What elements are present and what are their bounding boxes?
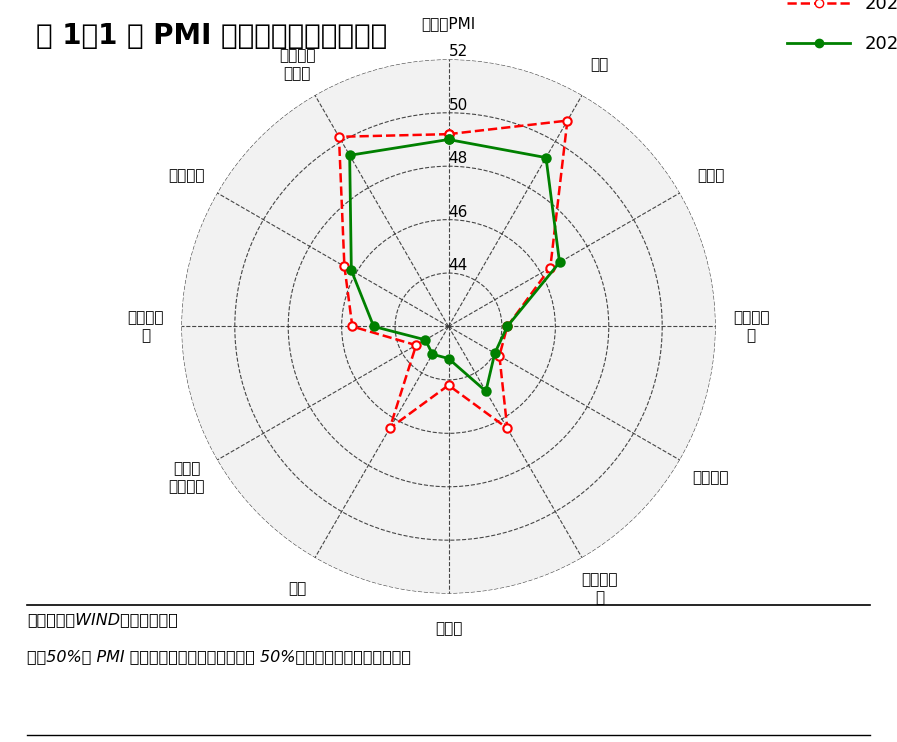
Text: 注：50%为 PMI 指数的临界值和荣枯线，高于 50%表示好于上月，反之则相反: 注：50%为 PMI 指数的临界值和荣枯线，高于 50%表示好于上月，反之则相反 xyxy=(27,649,411,664)
Text: 图 1：1 月 PMI 指数继续位于收缩区间: 图 1：1 月 PMI 指数继续位于收缩区间 xyxy=(36,22,388,50)
Text: 资料来源：WIND，财信研究院: 资料来源：WIND，财信研究院 xyxy=(27,612,178,627)
Legend: 2024-01, 2023-12: 2024-01, 2023-12 xyxy=(779,0,897,60)
